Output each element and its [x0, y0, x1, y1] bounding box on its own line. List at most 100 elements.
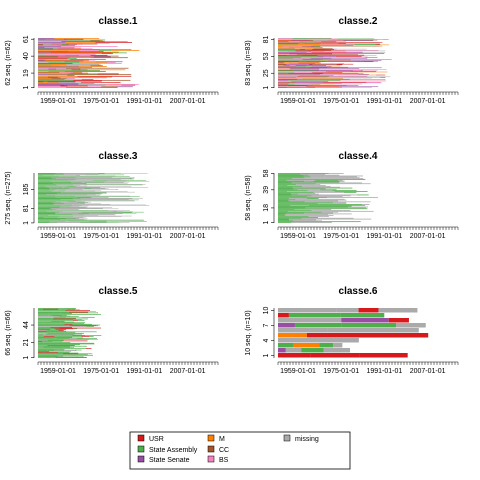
sequence-segment [307, 196, 331, 198]
sequence-segment [306, 186, 326, 188]
sequence-segment [101, 179, 121, 180]
sequence-segment [285, 215, 334, 217]
sequence-segment [61, 201, 82, 203]
sequence-segment [68, 311, 89, 313]
sequence-segment [70, 52, 112, 54]
sequence-segment [47, 81, 76, 83]
sequence-segment [278, 187, 305, 189]
sequence-segment [38, 53, 70, 55]
sequence-segment [278, 204, 320, 205]
sequence-segment [38, 58, 54, 59]
sequence-segment [60, 313, 72, 314]
sequence-segment [278, 201, 305, 203]
sequence-segment [38, 317, 55, 318]
sequence-segment [44, 352, 51, 354]
sequence-segment [38, 179, 75, 181]
sequence-segment [38, 323, 61, 324]
sequence-segment [38, 48, 46, 50]
sequence-segment [38, 63, 73, 64]
sequence-segment [38, 210, 47, 212]
sequence-segment [98, 50, 112, 51]
sequence-segment [38, 326, 65, 327]
sequence-segment [310, 58, 368, 60]
sequence-segment [315, 83, 342, 84]
sequence-segment [340, 313, 385, 318]
sequence-segment [306, 65, 328, 67]
sequence-segment [288, 313, 341, 318]
sequence-segment [323, 56, 368, 58]
sequence-segment [278, 75, 300, 76]
sequence-segment [38, 85, 61, 87]
sequence-segment [38, 330, 47, 332]
sequence-segment [81, 200, 106, 202]
sequence-segment [353, 83, 363, 85]
sequence-segment [313, 48, 333, 49]
sequence-segment [114, 200, 136, 202]
sequence-segment [38, 70, 48, 71]
sequence-segment [300, 191, 335, 192]
sequence-segment [327, 71, 388, 73]
sequence-segment [47, 333, 65, 334]
sequence-segment [278, 74, 321, 75]
sequence-segment [278, 39, 291, 41]
sequence-segment [294, 47, 307, 49]
sequence-segment [66, 218, 80, 219]
sequence-segment [38, 189, 57, 190]
sequence-segment [75, 195, 103, 197]
sequence-segment [278, 38, 309, 40]
sequence-segment [278, 84, 288, 85]
y-tick-label: 1 [23, 356, 30, 360]
sequence-segment [320, 74, 338, 76]
sequence-segment [278, 41, 293, 43]
sequence-segment [38, 218, 61, 220]
sequence-segment [298, 220, 319, 222]
sequence-segment [379, 45, 383, 47]
sequence-segment [38, 175, 43, 176]
sequence-segment [97, 73, 119, 75]
sequence-segment [48, 68, 57, 70]
sequence-segment [69, 57, 91, 59]
sequence-segment [38, 198, 81, 199]
sequence-segment [38, 60, 62, 62]
sequence-segment [293, 220, 298, 222]
panel-title: classe.6 [339, 286, 378, 297]
sequence-segment [343, 191, 357, 193]
sequence-segment [366, 81, 381, 83]
sequence-segment [278, 211, 299, 213]
sequence-segment [278, 63, 290, 64]
legend-label: State Assembly [149, 447, 198, 454]
sequence-segment [278, 318, 342, 323]
sequence-segment [38, 327, 60, 329]
sequence-segment [55, 173, 98, 174]
sequence-segment [287, 54, 303, 56]
sequence-segment [55, 210, 98, 211]
sequence-segment [81, 182, 124, 183]
sequence-segment [81, 201, 91, 203]
sequence-segment [326, 77, 381, 78]
sequence-segment [66, 354, 84, 356]
sequence-segment [38, 222, 49, 223]
sequence-segment [65, 343, 95, 345]
sequence-segment [50, 329, 56, 330]
sequence-segment [278, 179, 287, 181]
sequence-segment [338, 63, 354, 65]
sequence-segment [314, 192, 316, 194]
sequence-segment [68, 314, 92, 315]
sequence-segment [310, 45, 338, 47]
sequence-segment [302, 78, 343, 79]
sequence-segment [55, 175, 66, 176]
sequence-segment [43, 334, 75, 336]
sequence-segment [329, 179, 339, 181]
sequence-segment [72, 198, 108, 200]
sequence-segment [59, 55, 99, 57]
sequence-segment [289, 63, 316, 64]
sequence-segment [60, 196, 140, 197]
sequence-segment [278, 175, 304, 177]
sequence-segment [295, 51, 312, 52]
y-axis-label: 66 seq. (n=66) [5, 310, 12, 355]
sequence-segment [51, 176, 61, 177]
sequence-segment [45, 323, 65, 325]
sequence-segment [51, 191, 88, 192]
sequence-segment [291, 194, 329, 196]
sequence-segment [38, 354, 61, 356]
